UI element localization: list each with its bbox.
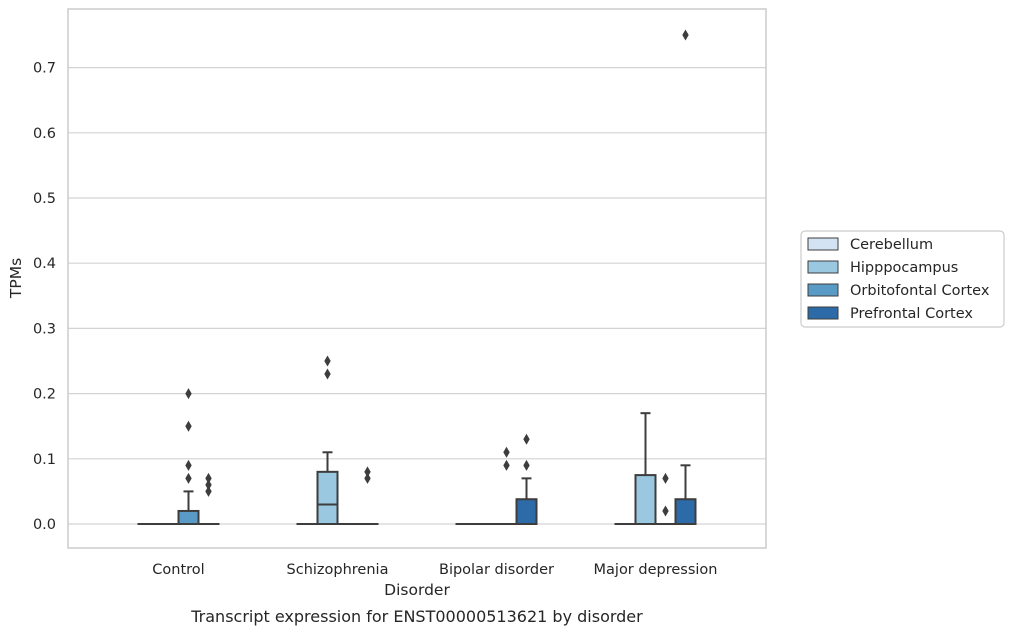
y-tick-label: 0.4 bbox=[33, 256, 56, 272]
chart-caption: Transcript expression for ENST0000051362… bbox=[190, 607, 643, 626]
legend-label: Prefrontal Cortex bbox=[850, 306, 973, 322]
legend-swatch bbox=[807, 283, 839, 297]
box-group bbox=[515, 433, 538, 525]
x-tick-label: Control bbox=[152, 562, 204, 578]
legend-swatch bbox=[807, 237, 839, 251]
outlier-point bbox=[503, 459, 510, 471]
y-axis-label: TPMs bbox=[7, 258, 25, 299]
outlier-point bbox=[682, 29, 689, 41]
y-tick-label: 0.0 bbox=[33, 517, 56, 533]
x-axis-ticks: Control Schizophrenia Bipolar disorder Majo… bbox=[152, 562, 717, 578]
box-rect bbox=[634, 474, 657, 526]
legend-label: Hipppocampus bbox=[850, 260, 958, 276]
box-rect bbox=[515, 498, 538, 525]
box-group bbox=[197, 472, 220, 526]
grid-lines bbox=[68, 66, 766, 525]
legend: Cerebellum Hipppocampus Orbitofontal Corte… bbox=[800, 230, 1005, 328]
box-rect bbox=[177, 509, 200, 525]
outlier-point bbox=[324, 368, 331, 380]
box-rect bbox=[316, 470, 339, 525]
y-axis-ticks: 0.0 0.1 0.2 0.3 0.4 0.5 0.6 0.7 bbox=[33, 61, 56, 533]
outlier-point bbox=[185, 472, 192, 484]
plot-area-frame bbox=[67, 8, 767, 549]
outlier-point bbox=[205, 485, 212, 497]
x-tick-label: Major depression bbox=[594, 562, 718, 578]
outlier-point bbox=[185, 388, 192, 400]
outlier-point bbox=[364, 466, 371, 478]
outlier-point bbox=[364, 472, 371, 484]
box-group bbox=[177, 388, 200, 525]
outlier-point bbox=[662, 472, 669, 484]
box-rect bbox=[674, 498, 697, 525]
legend-frame bbox=[800, 230, 1005, 328]
y-tick-label: 0.2 bbox=[33, 387, 56, 403]
box-group bbox=[654, 472, 677, 526]
y-tick-label: 0.7 bbox=[33, 61, 56, 77]
outlier-point bbox=[205, 479, 212, 491]
box-group bbox=[356, 466, 379, 526]
outlier-point bbox=[185, 420, 192, 432]
box-group bbox=[674, 29, 697, 525]
outlier-point bbox=[185, 459, 192, 471]
outlier-point bbox=[662, 505, 669, 517]
legend-label: Orbitofontal Cortex bbox=[850, 283, 990, 299]
x-tick-label: Bipolar disorder bbox=[439, 562, 554, 578]
outlier-point bbox=[324, 355, 331, 367]
outlier-point bbox=[205, 472, 212, 484]
y-tick-label: 0.1 bbox=[33, 452, 56, 468]
legend-swatch bbox=[807, 306, 839, 320]
y-tick-label: 0.6 bbox=[33, 126, 56, 142]
x-axis-label: Disorder bbox=[384, 581, 450, 599]
box-group bbox=[634, 412, 657, 526]
box-group bbox=[316, 355, 339, 525]
x-tick-label: Schizophrenia bbox=[287, 562, 389, 578]
outlier-point bbox=[523, 459, 530, 471]
legend-label: Cerebellum bbox=[850, 237, 933, 253]
y-tick-label: 0.5 bbox=[33, 191, 56, 207]
legend-swatch bbox=[807, 260, 839, 274]
box-series bbox=[137, 29, 697, 526]
outlier-point bbox=[523, 433, 530, 445]
y-tick-label: 0.3 bbox=[33, 321, 56, 337]
outlier-point bbox=[503, 446, 510, 458]
